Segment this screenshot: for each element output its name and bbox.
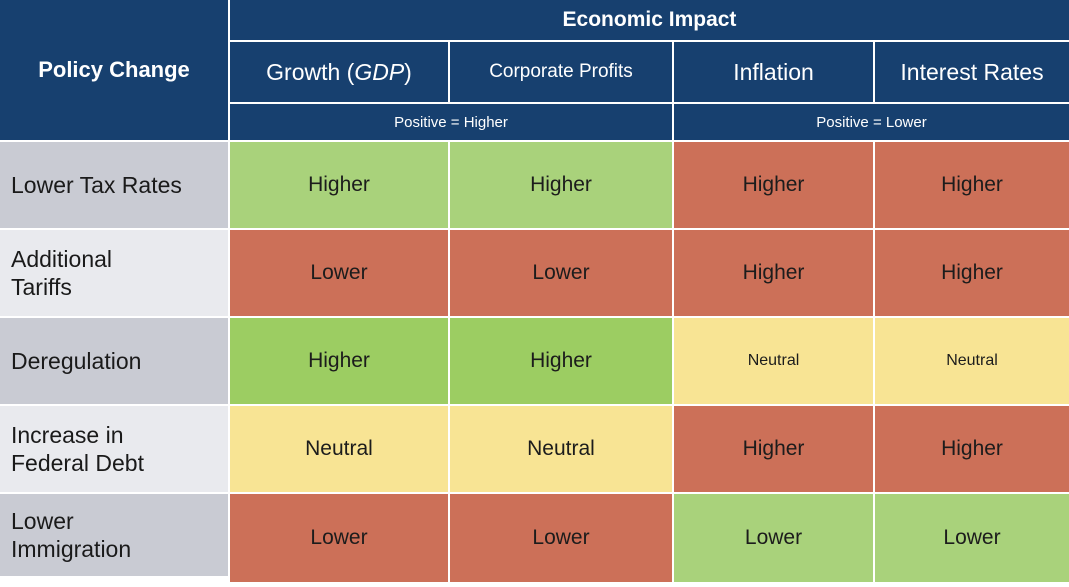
gdp-italic-label: GDP (354, 58, 405, 85)
positive-higher-note: Positive = Higher (230, 104, 672, 140)
impact-cell: Lower (450, 494, 672, 582)
impact-cell: Lower (230, 230, 448, 316)
row-label-lower-immigration: Lower Immigration (0, 494, 228, 576)
impact-cell: Higher (674, 230, 873, 316)
column-header-growth-gdp: Growth (GDP) (230, 42, 448, 102)
growth-label-post: ) (404, 58, 412, 85)
impact-cell: Neutral (875, 318, 1069, 404)
column-header-inflation: Inflation (674, 42, 873, 102)
policy-change-header: Policy Change (0, 0, 228, 140)
impact-cell: Higher (674, 406, 873, 492)
impact-cell: Higher (875, 142, 1069, 228)
impact-cell: Higher (230, 142, 448, 228)
impact-cell: Higher (875, 230, 1069, 316)
row-label-increase-in-federal-debt: Increase in Federal Debt (0, 406, 228, 492)
row-label-deregulation: Deregulation (0, 318, 228, 404)
row-label-lower-tax-rates: Lower Tax Rates (0, 142, 228, 228)
column-header-corporate-profits: Corporate Profits (450, 42, 672, 102)
impact-cell: Higher (875, 406, 1069, 492)
impact-cell: Lower (674, 494, 873, 582)
positive-lower-note: Positive = Lower (674, 104, 1069, 140)
impact-cell: Higher (230, 318, 448, 404)
row-label-additional-tariffs: Additional Tariffs (0, 230, 228, 316)
impact-cell: Neutral (230, 406, 448, 492)
impact-cell: Higher (450, 318, 672, 404)
economic-impact-header: Economic Impact (230, 0, 1069, 40)
growth-label-pre: Growth ( (266, 58, 355, 85)
column-header-interest-rates: Interest Rates (875, 42, 1069, 102)
impact-cell: Lower (875, 494, 1069, 582)
impact-cell: Higher (450, 142, 672, 228)
impact-cell: Lower (230, 494, 448, 582)
impact-cell: Neutral (450, 406, 672, 492)
impact-cell: Lower (450, 230, 672, 316)
impact-cell: Neutral (674, 318, 873, 404)
impact-cell: Higher (674, 142, 873, 228)
